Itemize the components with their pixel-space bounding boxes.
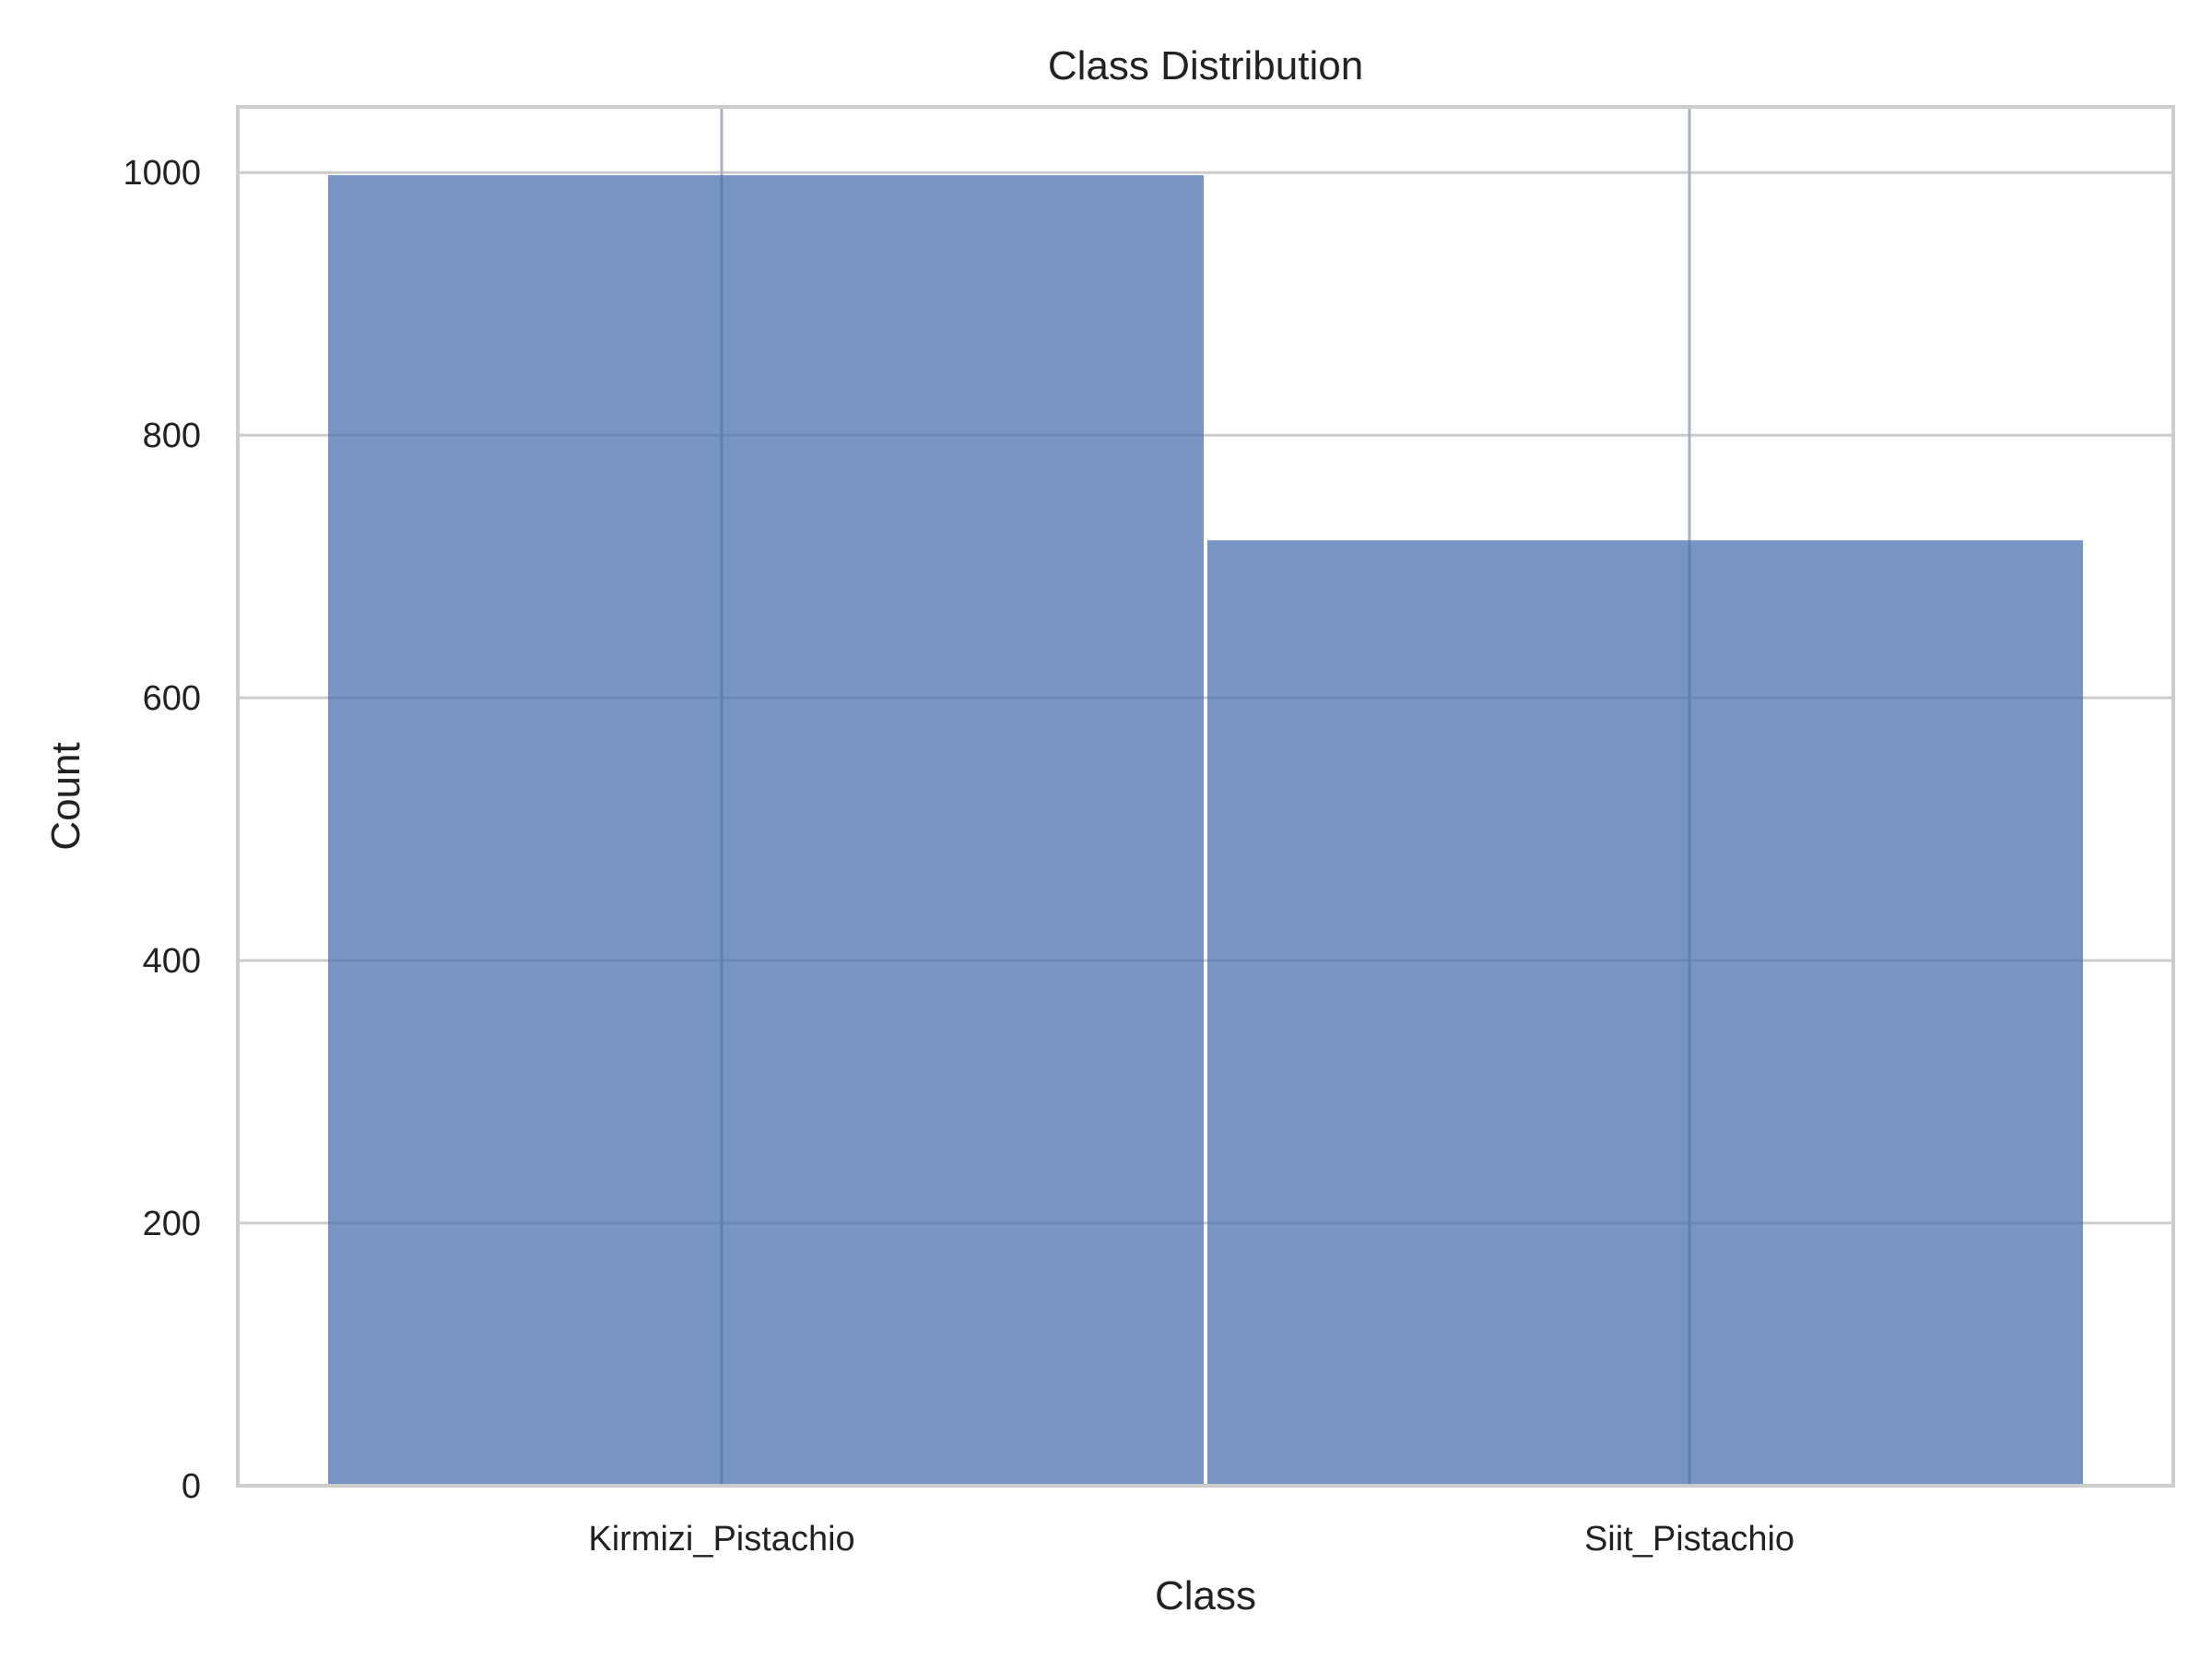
x-tick-labels: Kirmizi_Pistachio Siit_Pistachio (588, 1520, 1794, 1559)
bar-siit-pistachio (1207, 540, 2083, 1487)
y-axis-label: Count (43, 742, 88, 850)
y-tick-labels: 0 200 400 600 800 1000 (123, 154, 201, 1506)
bar-kirmizi-pistachio (328, 175, 1204, 1486)
y-tick-label: 1000 (123, 154, 201, 193)
y-tick-label: 400 (143, 942, 201, 981)
x-tick-label: Siit_Pistachio (1584, 1520, 1794, 1559)
y-tick-label: 800 (143, 417, 201, 455)
x-gridlines-overlay (720, 107, 1691, 1486)
y-tick-label: 200 (143, 1205, 201, 1243)
y-tick-label: 0 (182, 1467, 201, 1506)
plot-frame (236, 105, 2175, 1488)
y-tick-label: 600 (143, 679, 201, 718)
x-axis-label: Class (1155, 1573, 1256, 1618)
x-tick-label: Kirmizi_Pistachio (588, 1520, 854, 1559)
chart-title: Class Distribution (1048, 43, 1363, 88)
bars (328, 175, 2083, 1487)
